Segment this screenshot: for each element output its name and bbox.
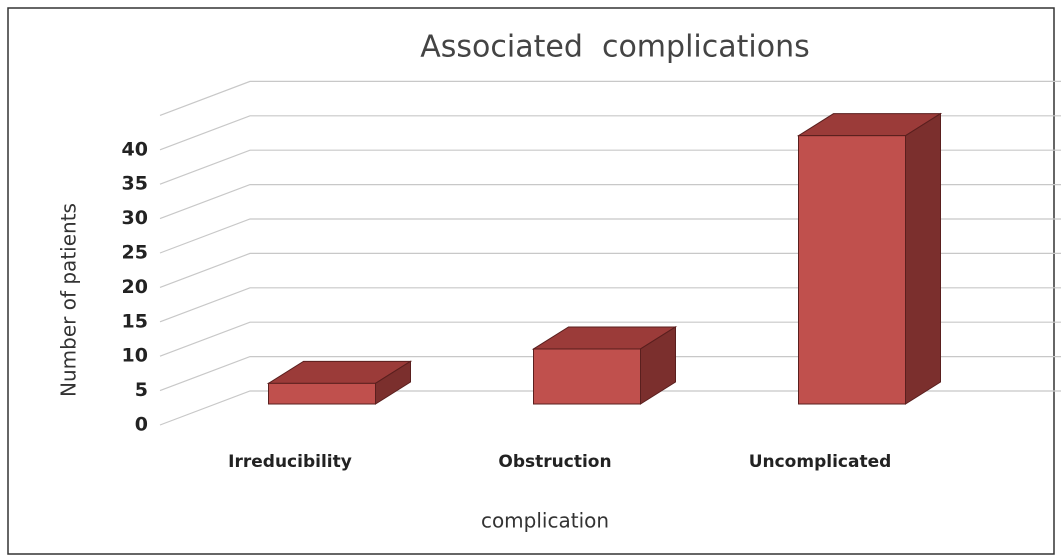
y-tick-label: 20 bbox=[122, 276, 148, 298]
grid-line bbox=[159, 321, 1061, 357]
bar bbox=[268, 382, 376, 405]
x-axis-label: complication bbox=[481, 509, 609, 533]
y-tick-label: 25 bbox=[122, 242, 148, 264]
grid-line bbox=[159, 184, 1061, 220]
y-tick-label: 30 bbox=[122, 207, 148, 229]
bar-side bbox=[905, 112, 941, 405]
grid-line bbox=[159, 115, 1061, 151]
y-tick-label: 35 bbox=[122, 173, 148, 195]
grid-line bbox=[159, 356, 1061, 392]
y-axis-label: Number of patients bbox=[57, 203, 81, 397]
y-tick-label: 15 bbox=[122, 310, 148, 332]
y-tick-label: 10 bbox=[122, 345, 148, 367]
bar bbox=[533, 348, 641, 405]
plot: 0 5 10 15 20 25 30 35 40 Irreducibility Obstructio… bbox=[122, 80, 1061, 472]
grid-line bbox=[159, 252, 1061, 288]
grid-line bbox=[159, 390, 1061, 426]
grid-line bbox=[159, 287, 1061, 323]
grid-line bbox=[159, 218, 1061, 254]
grid-line bbox=[159, 80, 1061, 116]
x-tick-label: Uncomplicated bbox=[749, 452, 892, 472]
y-tick-label: 5 bbox=[135, 379, 148, 401]
y-tick-label: 40 bbox=[122, 138, 148, 160]
chart-title: Associated complications bbox=[420, 30, 809, 65]
y-tick-label: 0 bbox=[135, 414, 148, 436]
bar bbox=[798, 135, 906, 405]
x-tick-label: Irreducibility bbox=[228, 452, 352, 472]
x-tick-label: Obstruction bbox=[498, 452, 611, 472]
grid-line bbox=[159, 149, 1061, 185]
